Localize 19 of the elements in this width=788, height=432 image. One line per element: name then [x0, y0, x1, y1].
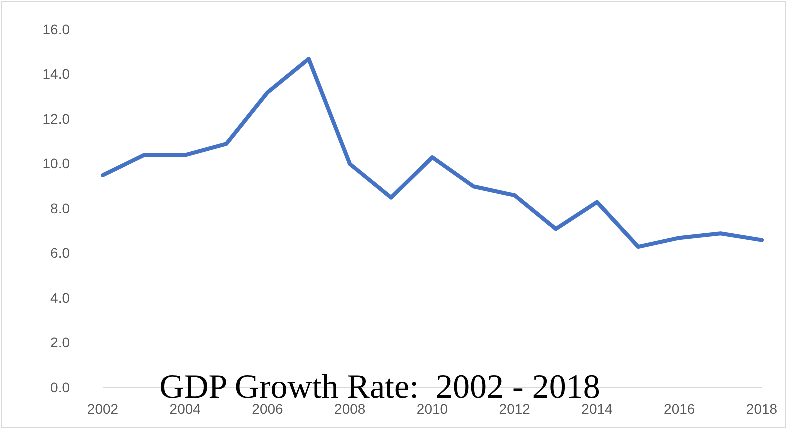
x-tick-label: 2012: [499, 400, 531, 417]
y-tick-label: 10.0: [42, 156, 70, 172]
x-tick-label: 2004: [170, 400, 202, 417]
y-tick-label: 16.0: [42, 21, 70, 38]
y-tick-label: 0.0: [50, 379, 70, 396]
x-tick-label: 2016: [664, 400, 696, 417]
x-tick-label: 2002: [87, 400, 119, 417]
y-tick-label: 4.0: [50, 290, 70, 306]
y-tick-label: 14.0: [42, 66, 70, 82]
y-tick-label: 6.0: [50, 245, 70, 262]
x-tick-label: 2010: [416, 400, 448, 417]
y-tick-label: 8.0: [50, 200, 70, 216]
x-tick-label: 2006: [252, 400, 284, 417]
x-tick-label: 2018: [746, 400, 778, 417]
y-tick-label: 2.0: [50, 334, 70, 351]
line-series: [101, 57, 764, 250]
y-tick-label: 12.0: [42, 110, 70, 127]
x-tick-label: 2008: [334, 400, 366, 417]
x-tick-label: 2014: [582, 400, 614, 417]
